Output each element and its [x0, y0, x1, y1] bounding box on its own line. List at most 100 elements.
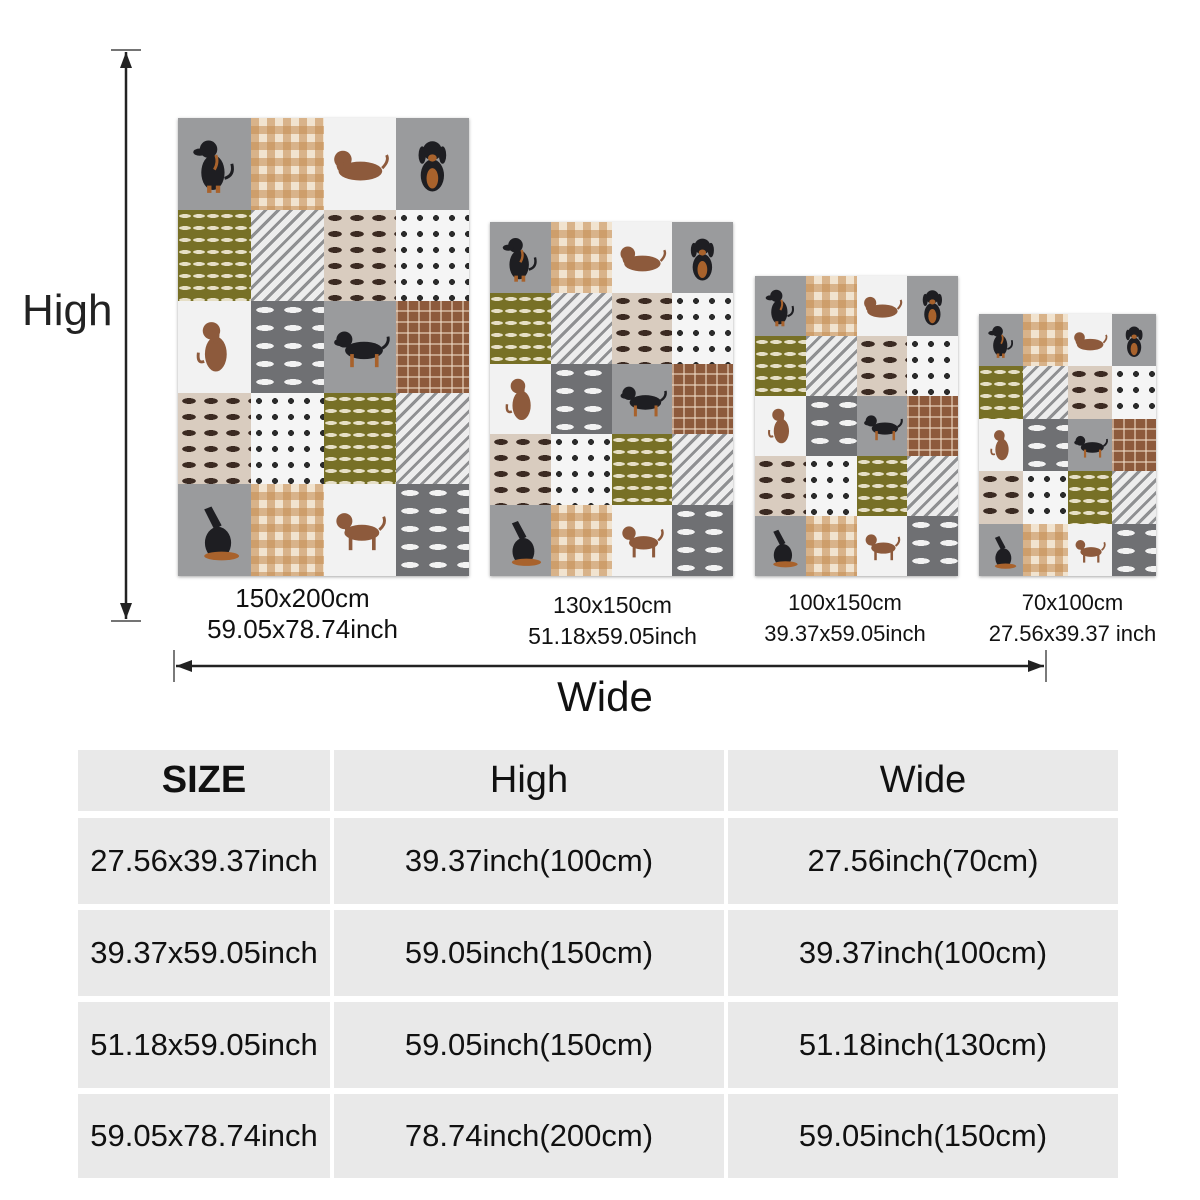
- blanket-medium: [755, 276, 958, 576]
- tile-stripe: [805, 336, 857, 396]
- tile-dog-sitting: [178, 118, 251, 210]
- tile-gingham: [550, 222, 612, 293]
- tile-beige-dogs: [490, 434, 551, 506]
- tile-gingham: [805, 276, 857, 336]
- tile-olive-dachshund: [323, 392, 397, 485]
- wide-label: Wide: [557, 673, 653, 720]
- blanket-medium-large: [490, 222, 733, 576]
- tile-dog-front: [1111, 314, 1156, 367]
- tile-beige-dogs: [979, 471, 1024, 524]
- tile-plaid-dog-lying: [611, 222, 673, 293]
- tile-dog-sitting: [490, 222, 551, 293]
- size-inch-label: 39.37x59.05inch: [764, 621, 926, 646]
- tile-paw: [550, 434, 612, 506]
- tile-gingham: [550, 505, 612, 576]
- blanket-medium-large-caption: 130x150cm 51.18x59.05inch: [490, 590, 735, 652]
- tile-plaid-dog-sitting: [979, 418, 1024, 472]
- tile-stripe: [250, 209, 324, 302]
- table-cell-wide: 51.18inch(130cm): [728, 1002, 1118, 1088]
- table-cell-wide: 59.05inch(150cm): [728, 1094, 1118, 1178]
- blanket-large-caption: 150x200cm 59.05x78.74inch: [170, 583, 435, 645]
- table-cell-high: 59.05inch(150cm): [334, 910, 724, 996]
- tile-paw: [672, 292, 733, 364]
- tile-dog-howling: [490, 505, 551, 576]
- tile-stripe: [550, 292, 612, 364]
- tile-bone: [672, 505, 733, 576]
- size-inch-label: 27.56x39.37 inch: [988, 621, 1157, 646]
- tile-plaid: [907, 396, 958, 456]
- tile-dog-standing: [1067, 418, 1112, 472]
- tile-stripe: [672, 434, 733, 506]
- tile-dog-front: [672, 222, 733, 293]
- size-cm-label: 130x150cm: [553, 592, 672, 618]
- tile-bone: [1023, 418, 1068, 472]
- tile-gingham: [805, 516, 857, 576]
- table-cell-high: 78.74inch(200cm): [334, 1094, 724, 1178]
- table-cell-size: 39.37x59.05inch: [78, 910, 330, 996]
- tile-gingham: [250, 118, 324, 210]
- table-cell-size: 59.05x78.74inch: [78, 1094, 330, 1178]
- tile-plaid-dog-sitting: [490, 363, 551, 435]
- tile-bone: [907, 516, 958, 576]
- tile-paw: [805, 456, 857, 516]
- size-inch-label: 59.05x78.74inch: [207, 614, 398, 644]
- tile-stripe: [1023, 366, 1068, 419]
- tile-dog-sitting: [755, 276, 806, 336]
- tile-plaid-dog-sitting: [755, 396, 806, 456]
- table-cell-size: 51.18x59.05inch: [78, 1002, 330, 1088]
- tile-dog-howling: [979, 523, 1024, 576]
- tile-dog-standing: [611, 363, 673, 435]
- tile-beige-dogs: [323, 209, 397, 302]
- tile-olive-dachshund: [1067, 471, 1112, 524]
- tile-dog-standing: [856, 396, 908, 456]
- tile-paw: [1023, 471, 1068, 524]
- tile-dog-standing: [323, 301, 397, 393]
- size-cm-label: 70x100cm: [1021, 590, 1124, 615]
- tile-olive-dachshund: [490, 292, 551, 364]
- blanket-small: [979, 314, 1156, 576]
- tile-plaid-dog-standing: [1067, 523, 1112, 576]
- tile-beige-dogs: [1067, 366, 1112, 419]
- table-cell-wide: 27.56inch(70cm): [728, 818, 1118, 904]
- tile-dog-front: [907, 276, 958, 336]
- tile-paw: [250, 392, 324, 485]
- tile-beige-dogs: [755, 456, 806, 516]
- tile-plaid-dog-lying: [1067, 314, 1112, 367]
- tile-gingham: [1023, 523, 1068, 576]
- size-table: SIZE High Wide 27.56x39.37inch 39.37inch…: [76, 748, 1120, 1183]
- tile-plaid-dog-standing: [323, 484, 397, 576]
- tile-bone: [1111, 523, 1156, 576]
- size-cm-label: 100x150cm: [788, 590, 902, 615]
- size-inch-label: 51.18x59.05inch: [528, 623, 697, 649]
- table-cell-size: 27.56x39.37inch: [78, 818, 330, 904]
- table-header-high: High: [334, 750, 724, 811]
- tile-beige-dogs: [178, 392, 251, 485]
- tile-olive-dachshund: [178, 209, 251, 302]
- blanket-small-caption: 70x100cm 27.56x39.37 inch: [965, 587, 1180, 649]
- tile-bone: [805, 396, 857, 456]
- tile-plaid-dog-sitting: [178, 301, 251, 393]
- tile-dog-howling: [178, 484, 251, 576]
- tile-olive-dachshund: [755, 336, 806, 396]
- tile-bone: [550, 363, 612, 435]
- tile-plaid: [1111, 418, 1156, 472]
- tile-plaid: [672, 363, 733, 435]
- tile-plaid-dog-lying: [856, 276, 908, 336]
- tile-gingham: [1023, 314, 1068, 367]
- blanket-large: [178, 118, 469, 576]
- height-arrow: [111, 49, 141, 622]
- size-cm-label: 150x200cm: [235, 583, 370, 613]
- tile-olive-dachshund: [611, 434, 673, 506]
- tile-beige-dogs: [856, 336, 908, 396]
- width-arrow: [173, 650, 1047, 682]
- tile-paw: [1111, 366, 1156, 419]
- table-cell-high: 59.05inch(150cm): [334, 1002, 724, 1088]
- tile-bone: [396, 484, 469, 576]
- table-header-size: SIZE: [78, 750, 330, 811]
- tile-plaid-dog-lying: [323, 118, 397, 210]
- tile-gingham: [250, 484, 324, 576]
- tile-stripe: [396, 392, 469, 485]
- tile-plaid-dog-standing: [611, 505, 673, 576]
- tile-dog-howling: [755, 516, 806, 576]
- tile-plaid-dog-standing: [856, 516, 908, 576]
